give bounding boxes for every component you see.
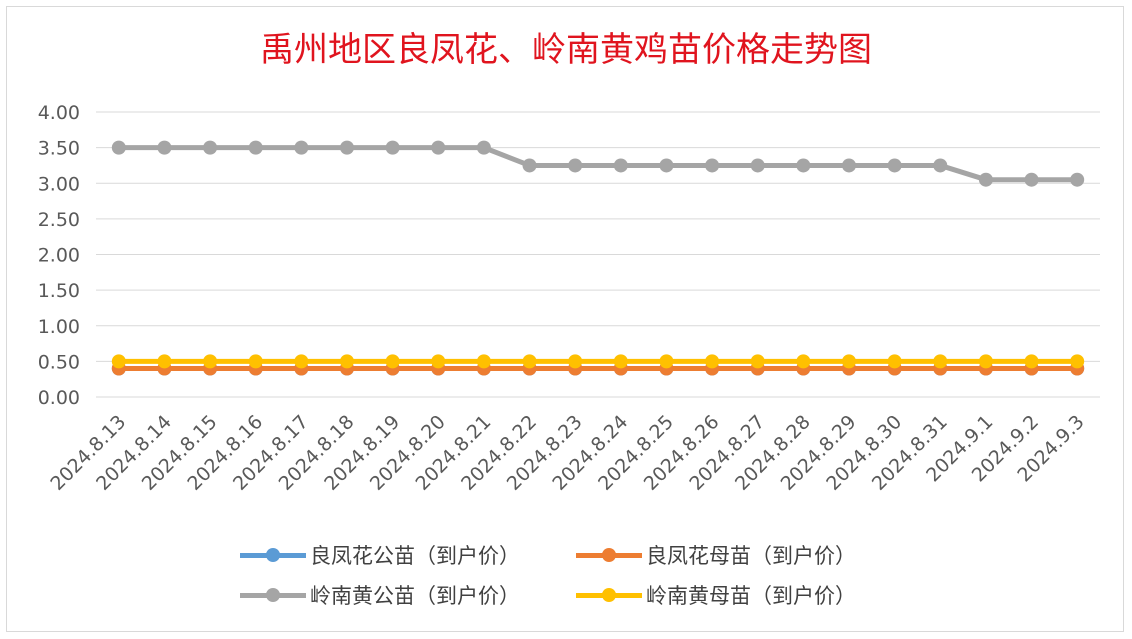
data-point	[933, 158, 948, 173]
data-point	[203, 140, 218, 155]
data-point	[340, 354, 354, 369]
data-point	[613, 158, 628, 173]
data-point	[476, 354, 491, 369]
data-point	[978, 354, 993, 369]
data-point	[613, 354, 628, 369]
series-lines	[111, 140, 1085, 376]
series-3	[111, 140, 1085, 187]
data-point	[1024, 172, 1039, 187]
series-4	[111, 354, 1085, 369]
data-point	[1024, 354, 1039, 369]
y-tick-label: 0.00	[38, 387, 80, 409]
data-point	[157, 140, 172, 155]
gridlines	[96, 111, 1100, 398]
data-point	[568, 354, 583, 369]
data-point	[248, 140, 263, 155]
data-point	[659, 158, 674, 173]
legend-item-series-4: 岭南黄母苗（到户价）	[576, 580, 856, 610]
y-tick-label: 1.00	[38, 316, 80, 338]
data-point	[933, 354, 948, 369]
data-point	[476, 140, 491, 155]
y-tick-label: 3.50	[38, 138, 80, 160]
data-point	[522, 354, 537, 369]
data-point	[842, 158, 856, 173]
data-point	[385, 140, 400, 155]
legend-label: 良凤花公苗（到户价）	[310, 544, 520, 568]
data-point	[522, 158, 537, 173]
data-point	[796, 354, 811, 369]
legend-item-series-3: 岭南黄公苗（到户价）	[240, 580, 520, 610]
series-line	[118, 145, 1078, 183]
legend-item-series-2: 良凤花母苗（到户价）	[576, 540, 856, 570]
legend-swatch-2	[576, 546, 642, 564]
y-tick-label: 1.50	[38, 280, 80, 302]
y-tick-label: 2.00	[38, 245, 80, 267]
data-point	[294, 140, 309, 155]
data-point	[887, 158, 902, 173]
data-point	[750, 354, 765, 369]
y-tick-label: 4.00	[38, 102, 80, 124]
data-point	[705, 158, 720, 173]
y-tick-label: 2.50	[38, 209, 80, 231]
data-point	[705, 354, 720, 369]
y-tick-label: 0.50	[38, 351, 80, 373]
chart-frame	[6, 6, 1124, 632]
legend-item-series-1: 良凤花公苗（到户价）	[240, 540, 520, 570]
chart-title: 禹州地区良凤花、岭南黄鸡苗价格走势图	[260, 30, 872, 70]
data-point	[568, 158, 583, 173]
legend-swatch-3	[240, 586, 306, 604]
data-point	[340, 140, 354, 155]
data-point	[431, 140, 446, 155]
legend-label: 良凤花母苗（到户价）	[646, 544, 856, 568]
data-point	[887, 354, 902, 369]
data-point	[978, 172, 993, 187]
data-point	[796, 158, 811, 173]
y-tick-label: 3.00	[38, 173, 80, 195]
data-point	[157, 354, 172, 369]
data-point	[842, 354, 856, 369]
legend-label: 岭南黄母苗（到户价）	[646, 584, 856, 608]
data-point	[659, 354, 674, 369]
legend-swatch-1	[240, 546, 306, 564]
data-point	[1070, 354, 1085, 369]
data-point	[1070, 172, 1085, 187]
x-axis-ticks: 2024.8.132024.8.142024.8.152024.8.162024…	[46, 411, 1088, 495]
legend-swatch-4	[576, 586, 642, 604]
data-point	[111, 354, 126, 369]
data-point	[111, 140, 126, 155]
data-point	[294, 354, 309, 369]
data-point	[203, 354, 218, 369]
data-point	[431, 354, 446, 369]
data-point	[385, 354, 400, 369]
y-axis-ticks: 0.00 0.50 1.00 1.50 2.00 2.50 3.00 3.50 4.00	[38, 102, 80, 409]
legend-label: 岭南黄公苗（到户价）	[310, 584, 520, 608]
data-point	[248, 354, 263, 369]
data-point	[750, 158, 765, 173]
